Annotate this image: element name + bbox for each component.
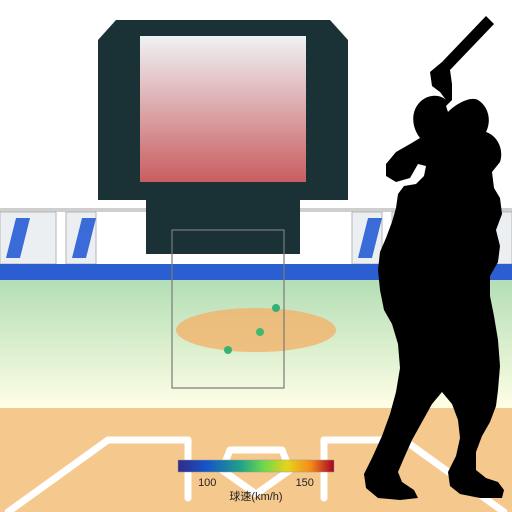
pitchers-mound [176,308,336,352]
scoreboard-screen [140,36,306,182]
pitch-marker [272,304,280,312]
colorbar-tick-label: 100 [198,477,216,489]
stands-segment [0,212,56,264]
stands-segment [66,212,96,264]
colorbar-tick-label: 150 [296,477,314,489]
stands-segment [352,212,382,264]
pitch-location-chart: 100 150 球速(km/h) [0,0,512,512]
pitch-marker [224,346,232,354]
colorbar-label: 球速(km/h) [229,489,282,503]
pitch-marker [256,328,264,336]
